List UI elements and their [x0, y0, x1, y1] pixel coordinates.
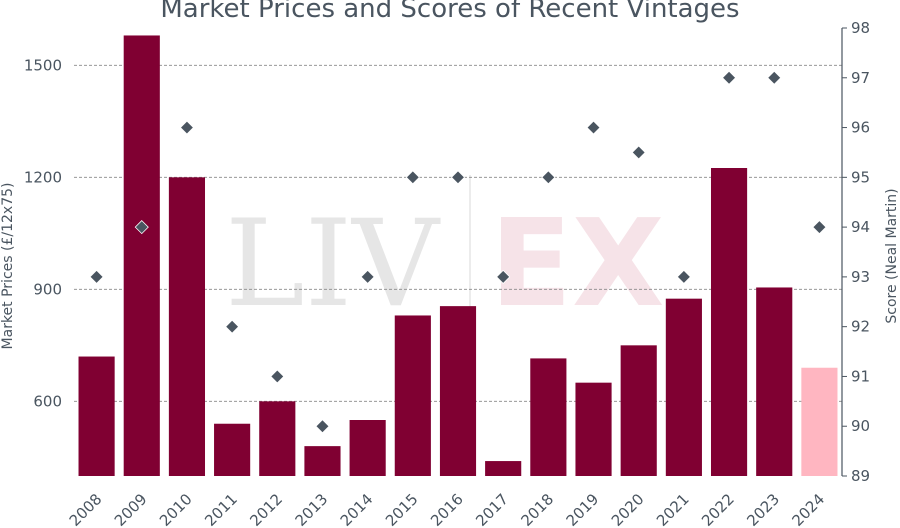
bar-2009 [123, 35, 160, 476]
x-tick-label: 2010 [156, 490, 196, 528]
score-point-2021 [676, 269, 691, 284]
bar-2022 [710, 168, 748, 476]
y-tick-label: 900 [33, 280, 62, 298]
x-tick-label: 2013 [292, 490, 332, 528]
bar-2016 [439, 306, 477, 476]
bar-2020 [620, 345, 657, 476]
x-tick-label: 2024 [789, 490, 829, 528]
y-axis-left-label: Market Prices (£/12x75) [0, 183, 16, 350]
x-tick-label: 2012 [246, 490, 286, 528]
bar-2024 [801, 367, 838, 476]
score-point-2024 [812, 220, 827, 235]
x-tick-label: 2019 [563, 490, 603, 528]
bar-2015 [394, 315, 431, 476]
x-tick-label: 2022 [698, 490, 738, 528]
y-tick-label: 1200 [24, 168, 62, 186]
y2-tick-label: 96 [851, 119, 870, 137]
x-tick-label: 2014 [337, 490, 377, 528]
y2-tick-label: 91 [851, 367, 870, 385]
y2-tick-label: 94 [851, 218, 870, 236]
bar-2021 [665, 298, 702, 476]
score-point-2019 [586, 120, 601, 135]
score-point-2016 [450, 170, 466, 185]
bar-2010 [168, 177, 206, 477]
score-point-2010 [179, 120, 195, 135]
y-axis-left-ticks: 600 900 1200 1500 [24, 56, 62, 410]
score-point-2018 [541, 170, 556, 185]
score-point-2020 [631, 145, 646, 160]
bar-2023 [756, 287, 793, 476]
x-tick-label: 2016 [427, 490, 467, 528]
x-axis-ticks: 2008 2009 2010 2011 2012 2013 2014 2015 2016 2017… [66, 490, 829, 528]
x-tick-label: 2017 [472, 490, 512, 528]
score-point-2017 [496, 269, 511, 284]
bar-series [78, 35, 838, 477]
bar-2012 [259, 401, 296, 476]
score-point-2012 [270, 369, 285, 384]
y2-tick-label: 97 [851, 69, 870, 87]
x-tick-label: 2023 [743, 490, 783, 528]
x-tick-label: 2011 [201, 490, 241, 528]
y2-tick-label: 95 [851, 168, 870, 186]
watermark-liv: LIV [225, 195, 441, 334]
x-tick-label: 2021 [653, 490, 693, 528]
y-tick-label: 1500 [24, 56, 62, 74]
liv-ex-watermark: LIV EX [225, 175, 665, 334]
chart-title: Market Prices and Scores of Recent Vinta… [160, 0, 740, 24]
score-point-2023 [767, 70, 782, 85]
bar-2014 [349, 420, 386, 476]
score-point-2022 [721, 70, 737, 85]
score-point-2013 [315, 419, 330, 434]
score-point-2009 [134, 220, 149, 235]
bar-2018 [530, 358, 567, 476]
score-series [89, 70, 827, 434]
x-tick-label: 2015 [382, 490, 422, 528]
y2-tick-label: 90 [851, 417, 870, 435]
y2-tick-label: 89 [851, 467, 870, 485]
x-tick-label: 2018 [517, 490, 557, 528]
y2-tick-label: 98 [851, 19, 870, 37]
bar-2011 [214, 423, 251, 476]
score-point-2015 [405, 170, 420, 185]
x-tick-label: 2008 [66, 490, 106, 528]
bar-2008 [78, 356, 115, 476]
score-point-2008 [89, 269, 104, 284]
y2-tick-label: 92 [851, 318, 870, 336]
watermark-ex: EX [490, 195, 665, 334]
x-tick-label: 2020 [608, 490, 648, 528]
x-tick-label: 2009 [111, 490, 151, 528]
y-tick-label: 600 [33, 392, 62, 410]
bar-2019 [575, 382, 612, 476]
score-point-2011 [225, 319, 240, 334]
bar-2013 [304, 446, 341, 476]
score-point-2014 [360, 269, 375, 284]
y2-tick-label: 93 [851, 268, 870, 286]
y-axis-right-label: Score (Neal Martin) [884, 188, 900, 323]
bar-2017 [485, 461, 522, 476]
y-axis-right-ticks: 89 90 91 92 93 94 95 96 97 98 [842, 19, 870, 485]
